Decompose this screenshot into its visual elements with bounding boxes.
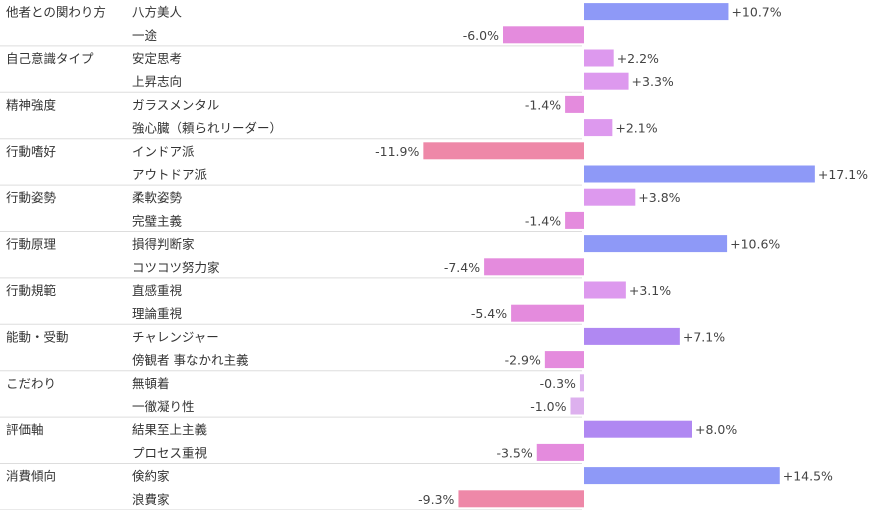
item-label: 損得判断家: [132, 237, 195, 252]
data-label: +2.1%: [615, 121, 657, 136]
category-label: 行動原理: [6, 237, 57, 252]
item-label: ガラスメンタル: [132, 97, 219, 112]
category-label: 他者との関わり方: [6, 5, 106, 20]
item-label: チャレンジャー: [132, 329, 219, 344]
data-label: -9.3%: [418, 492, 454, 507]
bar: [423, 142, 584, 160]
data-label: -6.0%: [463, 28, 499, 43]
bar: [584, 49, 614, 67]
data-label: -1.0%: [530, 399, 566, 414]
data-label: +3.8%: [638, 190, 680, 205]
item-label: 倹約家: [132, 469, 170, 484]
item-label: 強心臓（頼られリーダー）: [132, 121, 282, 136]
category-label: 精神強度: [6, 97, 57, 112]
item-label: 無頓着: [132, 376, 170, 391]
category-label: 能動・受動: [6, 329, 69, 344]
bar: [584, 119, 613, 137]
bar: [584, 235, 728, 253]
category-label: 評価軸: [6, 422, 44, 437]
data-label: +17.1%: [818, 167, 868, 182]
item-label: コツコツ努力家: [132, 260, 220, 275]
item-label: 上昇志向: [132, 74, 182, 89]
bar: [584, 467, 780, 485]
bar: [565, 95, 584, 113]
bar: [544, 351, 584, 369]
item-label: 一徹凝り性: [132, 399, 195, 414]
bar: [570, 397, 584, 415]
item-label: プロセス重視: [132, 445, 208, 460]
data-label: +8.0%: [695, 422, 737, 437]
bar: [584, 281, 626, 299]
bar: [484, 258, 584, 276]
bar: [584, 188, 636, 206]
bar: [579, 374, 584, 392]
category-label: 行動姿勢: [6, 190, 57, 205]
item-label: 八方美人: [132, 5, 183, 20]
item-label: 傍観者 事なかれ主義: [132, 353, 249, 368]
bar: [511, 304, 584, 322]
data-label: -0.3%: [540, 376, 576, 391]
category-label: 自己意識タイプ: [6, 51, 94, 66]
bar: [536, 443, 584, 461]
bar: [584, 420, 692, 438]
item-label: 直感重視: [132, 283, 183, 298]
item-label: 安定思考: [132, 51, 182, 66]
bar: [584, 3, 729, 21]
item-label: アウトドア派: [132, 167, 208, 182]
bar: [503, 26, 584, 44]
bar: [584, 165, 815, 183]
item-label: 一途: [132, 28, 158, 43]
data-label: -1.4%: [525, 213, 561, 228]
data-label: -11.9%: [375, 144, 419, 159]
item-label: 浪費家: [132, 492, 170, 507]
data-label: +10.7%: [731, 5, 781, 20]
data-label: -5.4%: [471, 306, 507, 321]
data-label: -7.4%: [444, 260, 480, 275]
category-label: こだわり: [6, 376, 56, 391]
data-label: -1.4%: [525, 97, 561, 112]
item-label: 結果至上主義: [132, 422, 208, 437]
category-label: 消費傾向: [6, 469, 56, 484]
data-label: +14.5%: [783, 469, 833, 484]
data-label: +3.3%: [632, 74, 674, 89]
data-label: +2.2%: [617, 51, 659, 66]
bar: [565, 211, 584, 229]
item-label: インドア派: [132, 144, 195, 159]
item-label: 柔軟姿勢: [132, 190, 183, 205]
data-label: +7.1%: [683, 329, 725, 344]
bar: [584, 327, 680, 345]
item-label: 理論重視: [132, 306, 183, 321]
data-label: +3.1%: [629, 283, 671, 298]
data-label: -3.5%: [496, 445, 532, 460]
category-label: 行動規範: [6, 283, 57, 298]
bar: [584, 72, 629, 90]
data-label: +10.6%: [730, 237, 780, 252]
item-label: 完璧主義: [132, 213, 183, 228]
bar: [458, 490, 584, 508]
category-label: 行動嗜好: [6, 144, 56, 159]
data-label: -2.9%: [505, 353, 541, 368]
